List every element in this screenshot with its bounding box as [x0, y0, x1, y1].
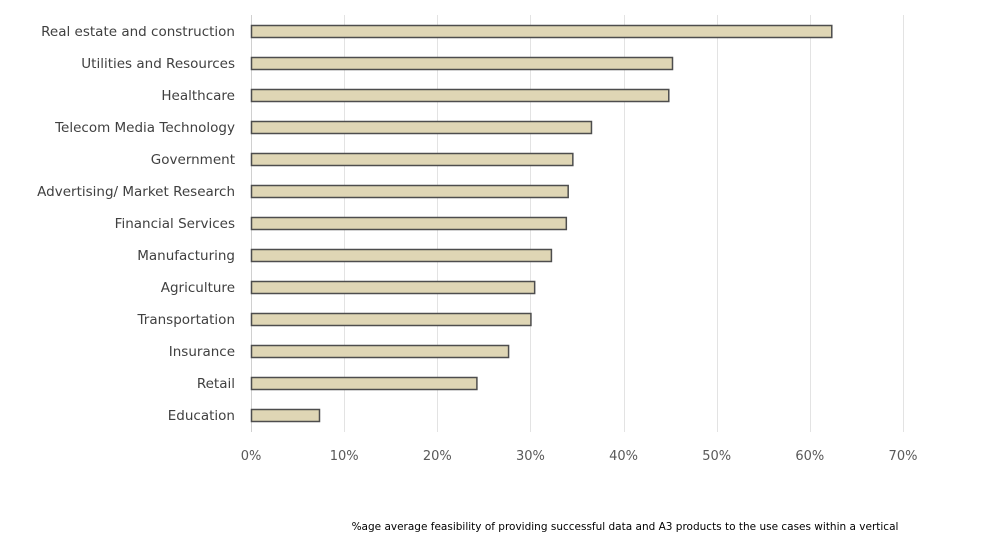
- bars: [250, 24, 833, 423]
- x-tick-label: 30%: [516, 449, 545, 464]
- category-label: Advertising/ Market Research: [37, 184, 235, 200]
- category-label: Government: [151, 152, 235, 168]
- x-tick-label: 50%: [702, 449, 731, 464]
- category-label: Education: [168, 408, 235, 424]
- category-label: Telecom Media Technology: [54, 120, 235, 136]
- x-tick-label: 0%: [241, 449, 262, 464]
- x-tick-label: 10%: [330, 449, 359, 464]
- bar-agriculture: [250, 280, 536, 295]
- x-tick-label: 70%: [889, 449, 918, 464]
- category-label: Healthcare: [161, 88, 235, 104]
- category-label: Retail: [197, 376, 235, 392]
- x-tick-label: 60%: [795, 449, 824, 464]
- category-label: Manufacturing: [137, 248, 235, 264]
- x-tick-label: 40%: [609, 449, 638, 464]
- bar-transportation: [250, 312, 532, 327]
- category-label: Financial Services: [115, 216, 235, 232]
- bar-real-estate-and-construction: [250, 24, 833, 39]
- bar-telecom-media-technology: [250, 120, 593, 135]
- x-tick-label: 20%: [423, 449, 452, 464]
- x-tick-labels: 0% 10% 20% 30% 40% 50% 60% 70%: [241, 449, 918, 464]
- category-labels: Real estate and construction Utilities an…: [37, 24, 235, 424]
- x-axis-title: %age average feasibility of providing su…: [352, 521, 899, 533]
- bar-advertising-market-research: [250, 184, 569, 199]
- bar-financial-services: [250, 216, 568, 231]
- bar-manufacturing: [250, 248, 553, 263]
- bar-utilities-and-resources: [250, 56, 674, 71]
- bar-education: [250, 408, 321, 423]
- bar-retail: [250, 376, 478, 391]
- bar-insurance: [250, 344, 510, 359]
- bar-government: [250, 152, 574, 167]
- category-label: Real estate and construction: [41, 24, 235, 40]
- category-label: Utilities and Resources: [81, 56, 235, 72]
- bar-healthcare: [250, 88, 670, 103]
- category-label: Transportation: [137, 312, 235, 328]
- category-label: Insurance: [169, 344, 235, 360]
- category-label: Agriculture: [161, 280, 235, 296]
